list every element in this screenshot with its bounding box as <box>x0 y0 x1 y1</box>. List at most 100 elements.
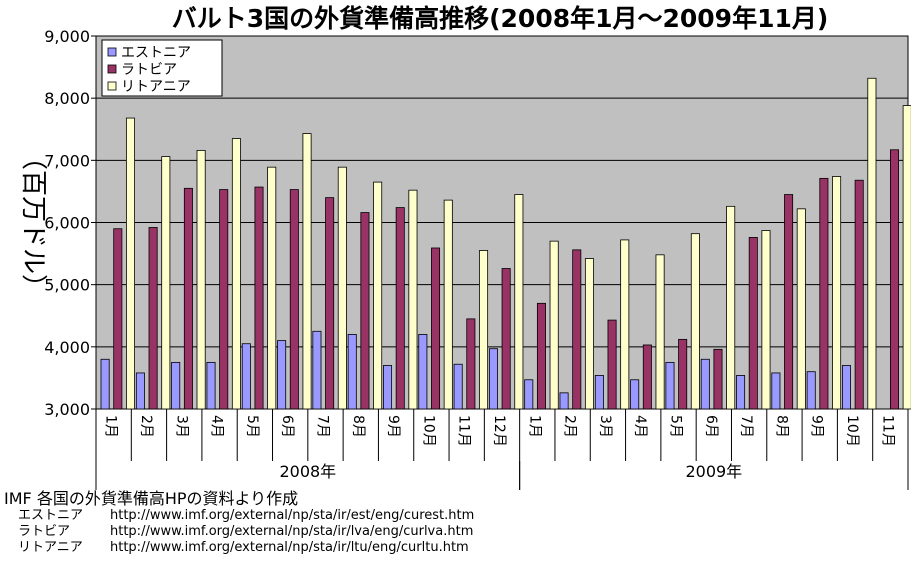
group-label: 2008年 <box>279 462 336 481</box>
x-tick-label: 2月 <box>562 415 578 438</box>
x-tick-label: 4月 <box>632 415 648 438</box>
x-tick-label: 1月 <box>103 415 119 438</box>
bar <box>832 176 842 410</box>
x-tick-label: 1月 <box>526 415 542 438</box>
y-tick-label: 3,000 <box>44 400 90 419</box>
legend-swatch <box>107 47 117 57</box>
x-tick-label: 4月 <box>209 415 225 438</box>
bar <box>867 77 877 410</box>
bar <box>479 250 489 410</box>
bar <box>254 186 264 410</box>
x-tick-label: 6月 <box>279 415 295 438</box>
bar <box>383 365 393 410</box>
bar <box>796 208 806 410</box>
x-tick-label: 3月 <box>597 415 613 438</box>
bar <box>325 197 335 410</box>
bar <box>594 375 604 410</box>
legend-swatch <box>107 81 117 91</box>
x-tick-label: 7月 <box>314 415 330 438</box>
bar <box>302 133 312 410</box>
x-tick-label: 8月 <box>350 415 366 438</box>
y-tick-label: 9,000 <box>44 27 90 46</box>
y-tick-label: 5,000 <box>44 276 90 295</box>
x-tick-label: 8月 <box>773 415 789 438</box>
bar <box>453 363 463 410</box>
bar <box>443 199 453 410</box>
x-tick-label: 11月 <box>879 415 895 447</box>
x-tick-label: 9月 <box>809 415 825 438</box>
bar <box>584 258 594 410</box>
legend-label: リトアニア <box>121 79 191 95</box>
bar <box>690 233 700 410</box>
bar <box>196 149 206 410</box>
x-tick-label: 5月 <box>668 415 684 438</box>
bar <box>713 348 723 410</box>
bar <box>784 194 794 410</box>
x-tick-label: 12月 <box>491 415 507 447</box>
chart: バルト3国の外貨準備高推移(2008年1月～2009年11月) （百万ドル） 3… <box>18 4 911 490</box>
bar <box>337 166 347 410</box>
source-country: エストニア <box>18 508 84 523</box>
bar <box>395 207 405 410</box>
bars <box>100 77 911 410</box>
bar <box>289 189 299 410</box>
bar <box>113 228 123 410</box>
bar <box>572 249 582 410</box>
x-axis: 1月 2月 3月 4月 5月 6月 7月 8月 9月 10月 11月 12月 1月 2月 3月 4月 5月 6月 7… <box>95 409 909 490</box>
y-axis-ticks: 3,000 4,000 5,000 6,000 7,000 8,000 9,000 <box>44 27 96 419</box>
bar <box>536 302 546 410</box>
bar <box>620 239 630 410</box>
bar <box>277 340 287 410</box>
bar <box>607 319 617 410</box>
source-country: リトアニア <box>18 540 83 555</box>
y-axis-label: （百万ドル） <box>18 144 48 300</box>
bar <box>418 333 428 410</box>
bar <box>841 365 851 410</box>
bar <box>241 343 251 410</box>
bar <box>360 212 370 410</box>
legend-swatch <box>107 64 117 74</box>
bar <box>549 240 559 410</box>
bar <box>347 333 357 410</box>
source-text: IMF 各国の外貨準備高HPの資料より作成 <box>4 489 299 508</box>
bar <box>524 379 534 410</box>
bar <box>700 358 710 410</box>
bar <box>267 166 277 410</box>
x-tick-label: 6月 <box>703 415 719 438</box>
legend-box <box>101 39 223 97</box>
y-tick-label: 6,000 <box>44 214 90 233</box>
legend-label: エストニア <box>121 45 191 61</box>
x-tick-label: 3月 <box>173 415 189 438</box>
bar <box>806 371 816 410</box>
source-row-latvia: ラトビア http://www.imf.org/external/np/sta/i… <box>4 524 904 540</box>
x-tick-label: 10月 <box>844 415 860 447</box>
x-tick-label: 11月 <box>456 415 472 447</box>
bar <box>431 247 441 410</box>
bar <box>819 177 829 410</box>
bar <box>488 348 498 410</box>
bar <box>889 149 899 410</box>
source-notes: IMF 各国の外貨準備高HPの資料より作成 エストニア http://www.im… <box>4 489 904 556</box>
bar <box>161 156 171 410</box>
bar <box>408 189 418 410</box>
bar <box>514 194 524 410</box>
source-row-estonia: エストニア http://www.imf.org/external/np/sta/… <box>4 508 904 524</box>
bar <box>642 344 652 410</box>
source-url[interactable]: http://www.imf.org/external/np/sta/ir/lv… <box>110 524 474 539</box>
bar <box>126 117 136 410</box>
x-tick-label: 10月 <box>420 415 436 447</box>
bar <box>736 375 746 410</box>
bar <box>148 227 158 410</box>
bar <box>902 105 911 410</box>
source-url[interactable]: http://www.imf.org/external/np/sta/ir/lt… <box>110 540 469 555</box>
bar <box>771 372 781 410</box>
group-label: 2009年 <box>685 462 742 481</box>
y-tick-label: 7,000 <box>44 151 90 170</box>
bar <box>373 181 383 410</box>
bar <box>748 237 758 410</box>
bar <box>100 358 110 410</box>
bar <box>761 230 771 410</box>
source-url[interactable]: http://www.imf.org/external/np/sta/ir/es… <box>110 508 475 523</box>
x-tick-label: 9月 <box>385 415 401 438</box>
